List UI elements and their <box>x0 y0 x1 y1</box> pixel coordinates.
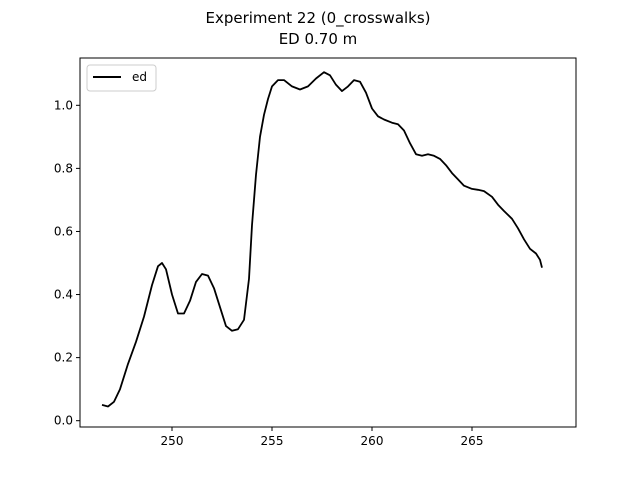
y-tick-label: 0.6 <box>54 224 73 238</box>
x-tick-label: 260 <box>361 434 384 448</box>
y-tick-label: 0.4 <box>54 288 73 302</box>
y-tick-label: 1.0 <box>54 98 73 112</box>
legend-box <box>86 64 157 92</box>
series-layer <box>101 71 543 408</box>
x-tick-label: 255 <box>261 434 284 448</box>
chart-title: Experiment 22 (0_crosswalks) <box>205 9 430 28</box>
y-tick-label: 0.2 <box>54 351 73 365</box>
x-axis: 250 255 260 265 <box>161 427 484 448</box>
x-tick-label: 250 <box>161 434 184 448</box>
legend-label-ed: ed <box>132 70 147 84</box>
y-tick-label: 0.8 <box>54 161 73 175</box>
legend: ed <box>86 64 157 92</box>
y-axis: 0.0 0.2 0.4 0.6 0.8 1.0 <box>54 98 80 428</box>
x-tick-label: 265 <box>461 434 484 448</box>
series-line-ed <box>101 71 543 408</box>
plot-area-frame <box>79 57 577 428</box>
y-tick-label: 0.0 <box>54 414 73 428</box>
chart-subtitle: ED 0.70 m <box>279 30 358 48</box>
